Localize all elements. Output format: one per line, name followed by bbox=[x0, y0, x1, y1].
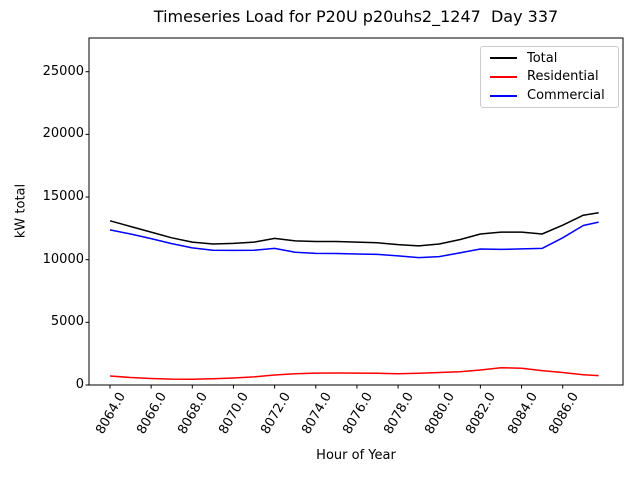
y-tick-label: 15000 bbox=[42, 189, 84, 205]
y-tick-label: 5000 bbox=[50, 314, 84, 330]
legend-item-commercial: Commercial bbox=[481, 88, 618, 103]
y-tick-label: 10000 bbox=[42, 251, 84, 267]
legend-item-residential: Residential bbox=[481, 69, 618, 84]
series-line-total bbox=[109, 211, 599, 247]
residential-line-swatch-icon bbox=[490, 75, 517, 78]
y-tick-label: 25000 bbox=[42, 63, 84, 79]
legend-label-residential: Residential bbox=[527, 69, 599, 85]
y-axis-label: kW total bbox=[13, 183, 29, 239]
axes-spines bbox=[88, 37, 624, 386]
commercial-line-swatch-icon bbox=[490, 94, 517, 97]
y-tick-label: 20000 bbox=[42, 126, 84, 142]
y-tick-label: 0 bbox=[75, 377, 84, 392]
chart-title: Timeseries Load for P20U p20uhs2_1247 Da… bbox=[153, 7, 559, 26]
legend-label-commercial: Commercial bbox=[527, 88, 605, 104]
series-line-residential bbox=[109, 366, 599, 380]
legend-item-total: Total bbox=[481, 51, 618, 66]
legend-label-total: Total bbox=[527, 50, 558, 66]
x-axis-label: Hour of Year bbox=[316, 448, 396, 463]
legend: Total Residential Commercial bbox=[480, 46, 619, 108]
series-line-commercial bbox=[109, 221, 599, 259]
total-line-swatch-icon bbox=[490, 57, 517, 60]
